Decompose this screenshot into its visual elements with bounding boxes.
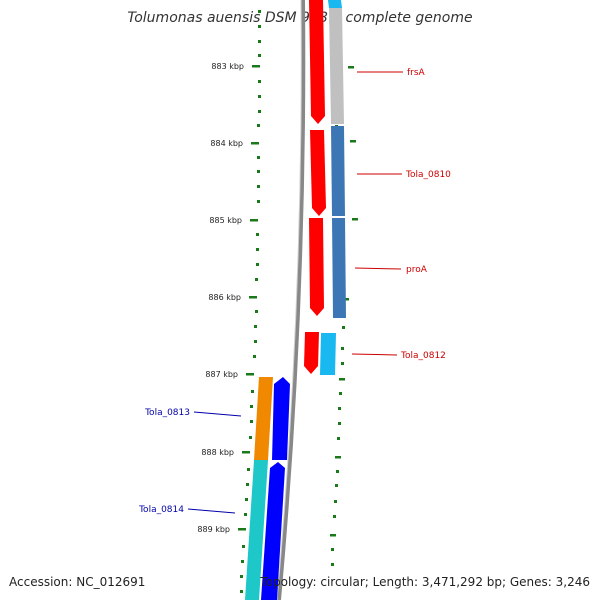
gene-labels-reverse: Tola_0813 Tola_0814 bbox=[138, 408, 242, 515]
genome-backbone-highlight bbox=[276, 0, 302, 600]
gene-labels-forward: frsA Tola_0810 proA Tola_0812 bbox=[351, 68, 451, 361]
tick-label: 889 kbp bbox=[197, 525, 230, 534]
gene-label-proA[interactable]: proA bbox=[406, 265, 428, 275]
cog-segment bbox=[329, 8, 344, 124]
label-leader-line bbox=[193, 411, 242, 417]
tick-label: 888 kbp bbox=[201, 448, 234, 457]
map-title: Tolumonas auensis DSM 9187, complete gen… bbox=[127, 10, 473, 26]
tick-mark bbox=[242, 451, 250, 454]
cog-segment bbox=[254, 377, 273, 460]
ruler-dots-left bbox=[240, 10, 261, 593]
cog-segment bbox=[245, 460, 268, 600]
cog-segment bbox=[328, 0, 342, 8]
tick-mark bbox=[249, 296, 257, 299]
tick-label: 885 kbp bbox=[209, 216, 242, 225]
cog-segment bbox=[320, 333, 336, 375]
tick-mark bbox=[246, 373, 254, 376]
cds-arrow-forward bbox=[310, 130, 326, 216]
tick-mark bbox=[250, 219, 258, 222]
cds-arrow-reverse bbox=[272, 377, 290, 460]
tick-mark bbox=[252, 65, 260, 68]
tick-label: 886 kbp bbox=[208, 293, 241, 302]
tick-mark bbox=[251, 142, 259, 145]
cds-arrow-forward bbox=[304, 332, 319, 374]
genome-summary-text: Topology: circular; Length: 3,471,292 bp… bbox=[260, 575, 590, 589]
cds-arrow-forward bbox=[309, 218, 324, 316]
gene-label-tola-0814[interactable]: Tola_0814 bbox=[138, 505, 184, 515]
tick-mark bbox=[238, 528, 246, 531]
gene-label-frsA[interactable]: frsA bbox=[407, 68, 426, 78]
cog-segment bbox=[332, 218, 346, 318]
accession-text: Accession: NC_012691 bbox=[9, 575, 146, 589]
gene-label-tola-0813[interactable]: Tola_0813 bbox=[144, 408, 190, 418]
cds-arrow-forward bbox=[309, 0, 325, 124]
kbp-ticks: 883 kbp 884 kbp 885 kbp 886 kbp 887 kbp … bbox=[197, 62, 260, 534]
cog-segment bbox=[331, 126, 345, 216]
tick-label: 887 kbp bbox=[205, 370, 238, 379]
reverse-cds-track bbox=[261, 377, 290, 600]
cds-arrow-reverse bbox=[261, 462, 285, 600]
label-leader-line bbox=[354, 267, 402, 270]
cog-ring bbox=[245, 0, 346, 600]
genome-backbone bbox=[277, 0, 306, 600]
tick-label: 884 kbp bbox=[210, 139, 243, 148]
tick-label: 883 kbp bbox=[211, 62, 244, 71]
label-leader-line bbox=[351, 353, 398, 356]
gene-label-tola-0812[interactable]: Tola_0812 bbox=[400, 351, 446, 361]
label-leader-line bbox=[187, 508, 236, 514]
forward-cds-track bbox=[304, 0, 326, 374]
gene-label-tola-0810[interactable]: Tola_0810 bbox=[405, 170, 451, 180]
